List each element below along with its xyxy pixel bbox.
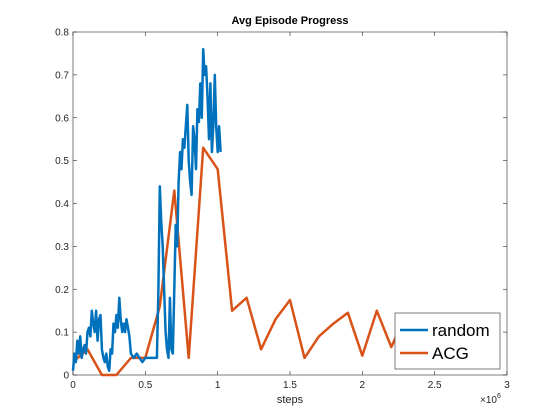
legend-label-random: random [432,321,490,340]
y-tick-label: 0.1 [55,328,69,339]
y-tick-label: 0.7 [55,70,69,81]
y-tick-label: 0.5 [55,156,69,167]
x-tick-label: 1.5 [283,380,297,391]
x-tick-label: 2 [360,380,366,391]
legend: random ACG [394,312,501,370]
y-tick-label: 0.2 [55,285,69,296]
x-axis-exponent-base: ×10 [480,395,497,406]
x-tick-label: 1 [215,380,221,391]
y-tick-label: 0 [63,371,69,382]
legend-label-acg: ACG [432,344,469,363]
x-tick-label: 3 [504,380,510,391]
x-axis-exponent-power: 6 [497,393,501,400]
x-tick-label: 0.5 [138,380,152,391]
x-tick-label: 2.5 [428,380,442,391]
x-tick-label: 0 [70,380,76,391]
legend-box [394,312,501,370]
series-line-random [71,47,222,372]
y-tick-label: 0.3 [55,242,69,253]
x-axis: 0 0.5 1 1.5 2 2.5 3 [70,32,510,391]
y-tick-label: 0.8 [55,28,69,39]
x-axis-title: steps [277,394,304,406]
series-layer [71,47,436,377]
chart-title: Avg Episode Progress [232,15,349,27]
x-axis-exponent: ×10 6 [480,393,501,406]
y-tick-label: 0.4 [55,199,69,210]
y-axis: 0 0.1 0.2 0.3 0.4 0.5 0.6 0.7 0.8 [55,28,507,382]
y-tick-label: 0.6 [55,113,69,124]
